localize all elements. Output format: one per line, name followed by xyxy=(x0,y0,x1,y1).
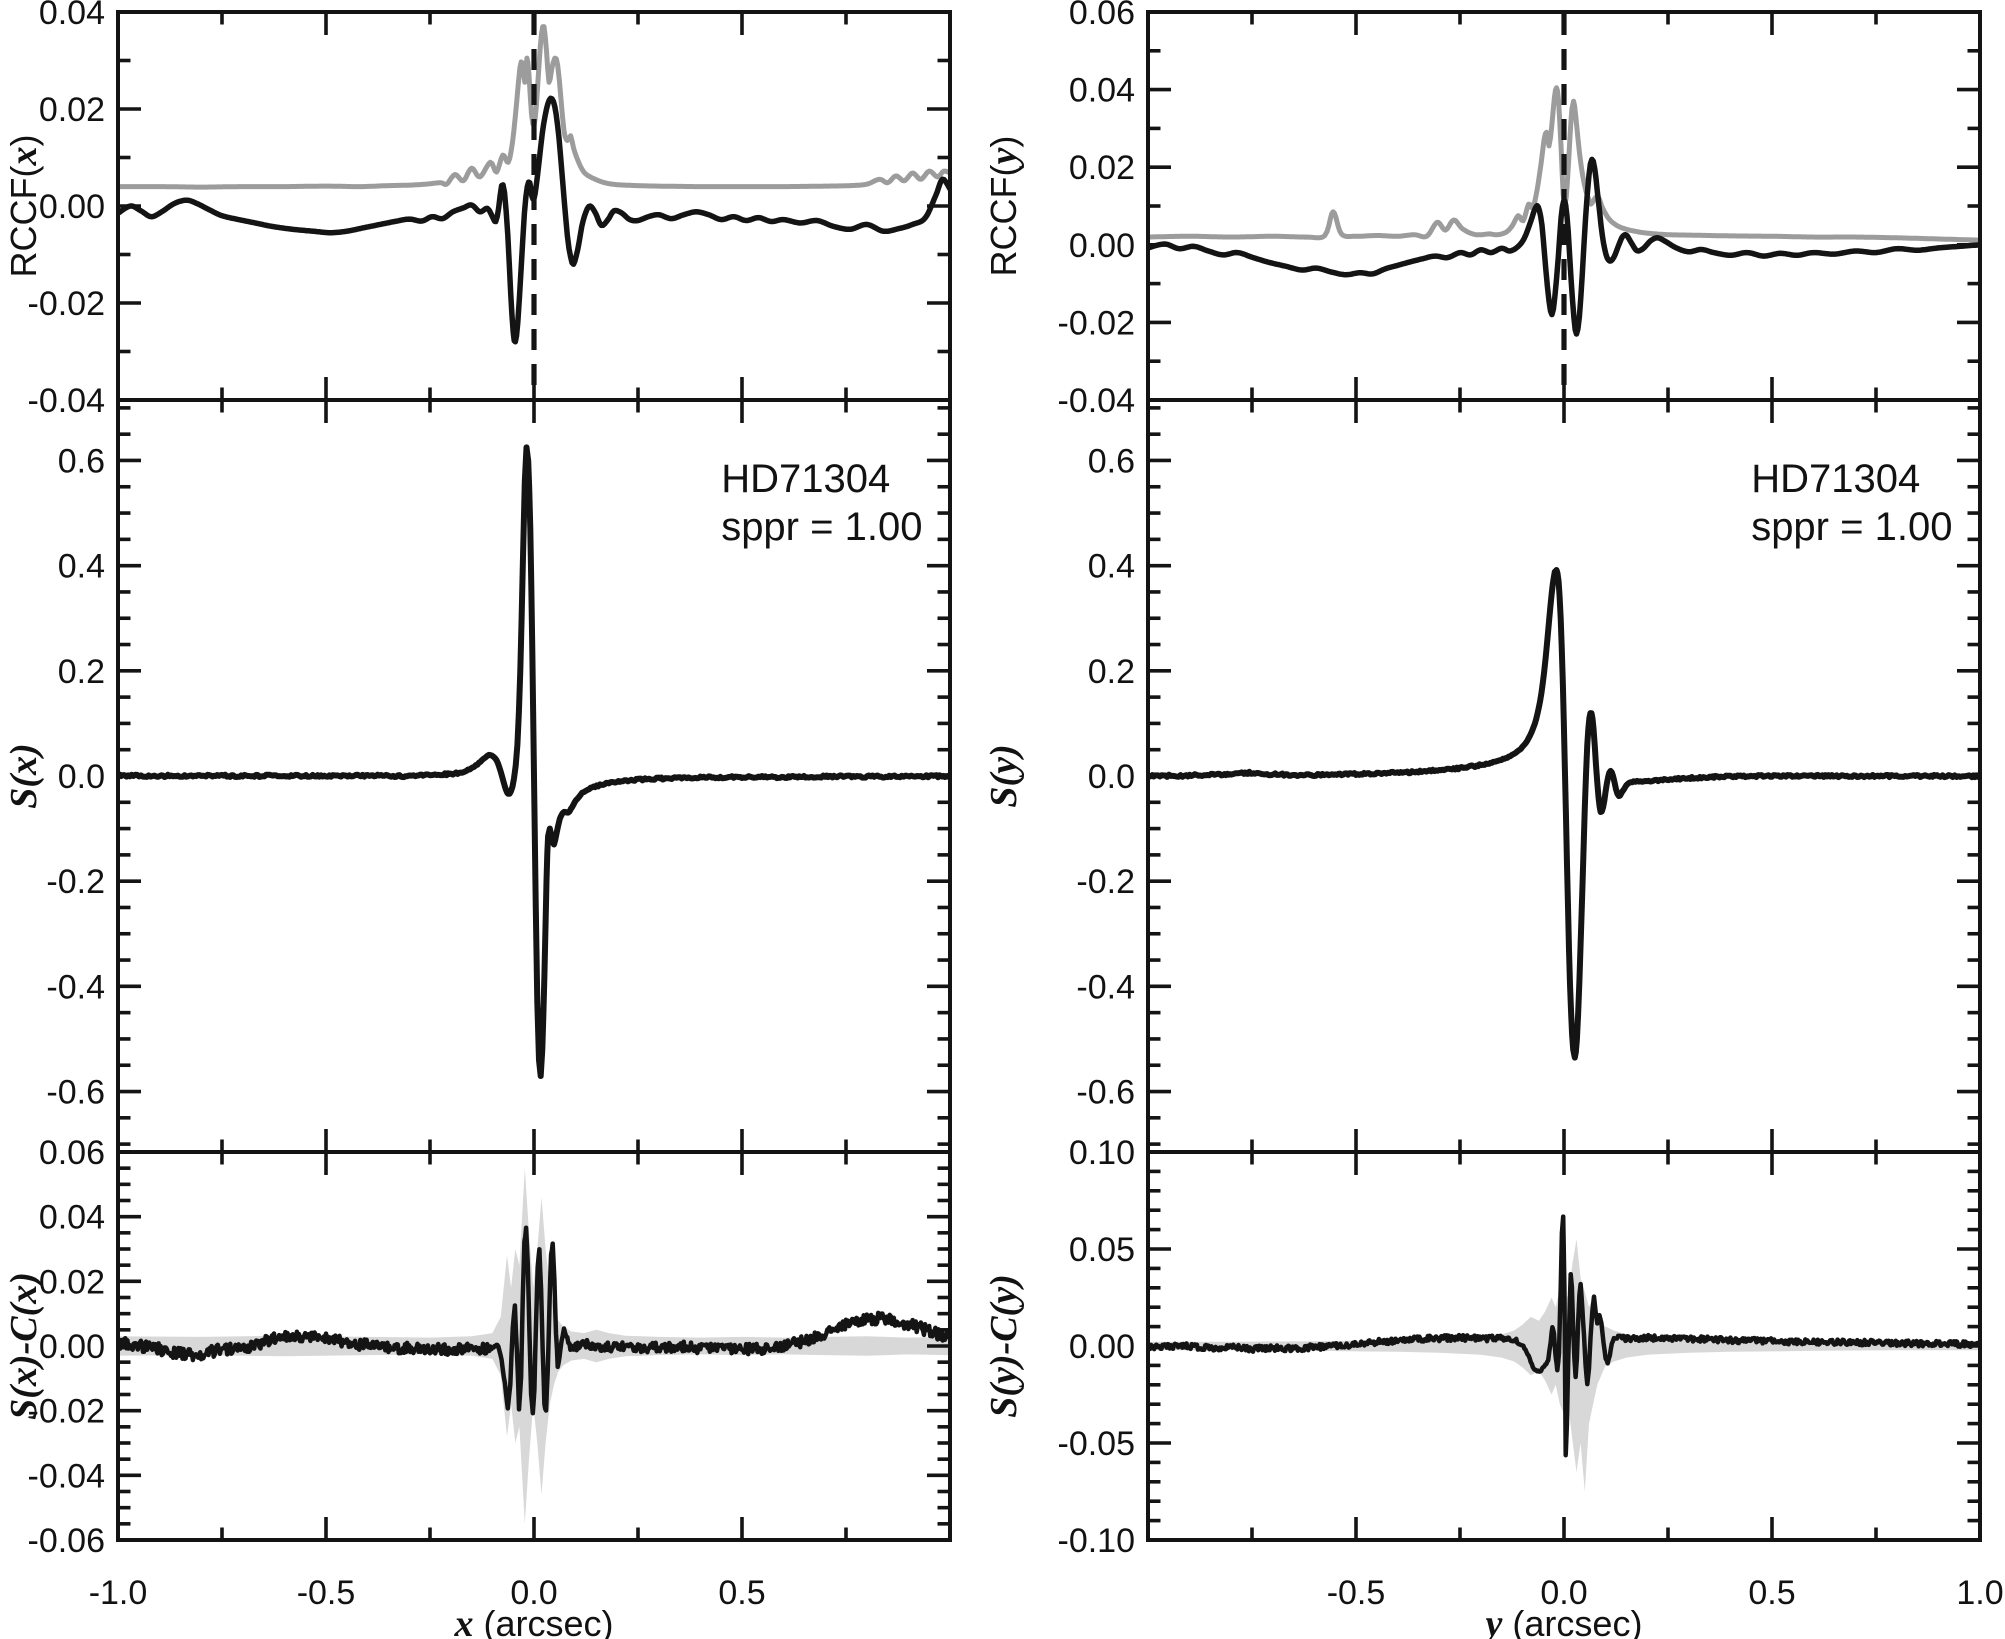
plot-area-rccf-y xyxy=(1150,14,1978,398)
panel-sx-cx: 0.06 0.04 0.02 0.00 -0.02 -0.04 -0.06 -1.0 -0.5 0… xyxy=(3,1134,952,1639)
y-tick-label: 0.00 xyxy=(39,1328,105,1366)
y-tick-label: -0.04 xyxy=(28,382,106,420)
plot-area-sx-cx xyxy=(120,1168,948,1524)
y-tick-label: 0.02 xyxy=(1069,149,1135,187)
plot-area-sy-cy xyxy=(1150,1214,1978,1492)
y-tick-label: 0.00 xyxy=(39,188,105,226)
y-tick-label: 0.6 xyxy=(58,442,105,480)
rccf-x-gray-curve xyxy=(120,24,948,190)
x-tick-label: 0.5 xyxy=(718,1574,765,1612)
sppr-annotation: sppr = 1.00 xyxy=(721,505,922,549)
plot-area-rccf-x xyxy=(120,14,948,398)
x-tick-label: 1.0 xyxy=(1956,1574,2003,1612)
sx-cx-black-curve xyxy=(120,1225,948,1416)
y-tick-label: 0.02 xyxy=(39,91,105,129)
y-axis-label: S(x) xyxy=(3,743,45,808)
x-axis-label: y (arcsec) xyxy=(1482,1603,1643,1639)
y-tick-label: -0.2 xyxy=(46,863,105,901)
y-tick-label: 0.4 xyxy=(1088,548,1135,586)
y-tick-label: 0.2 xyxy=(1088,653,1135,691)
x-axis-label: x (arcsec) xyxy=(453,1603,613,1639)
y-axis-label: RCCF(y) xyxy=(983,136,1025,277)
y-tick-label: -0.05 xyxy=(1058,1425,1136,1463)
y-tick-label: 0.06 xyxy=(39,1134,105,1172)
y-axis-label: S(y)-C(y) xyxy=(983,1274,1025,1417)
x-tick-label: 0.0 xyxy=(1540,1574,1587,1612)
y-tick-label: 0.04 xyxy=(39,0,105,32)
y-tick-label: -0.4 xyxy=(46,968,105,1006)
y-tick-label: 0.04 xyxy=(39,1199,105,1237)
panel-rccf-y: 0.06 0.04 0.02 0.00 -0.02 -0.04 RCCF(y) xyxy=(983,0,1982,420)
x-tick-label: -1.0 xyxy=(89,1574,148,1612)
y-tick-label: 0.00 xyxy=(1069,227,1135,265)
rccf-y-gray-curve xyxy=(1150,85,1978,243)
y-axis-label: S(x)-C(x) xyxy=(3,1272,45,1420)
sppr-annotation: sppr = 1.00 xyxy=(1751,505,1952,549)
y-tick-label: -0.6 xyxy=(1076,1074,1135,1112)
panel-s-y: 0.6 0.4 0.2 0.0 -0.2 -0.4 -0.6 S(y) HD71304sppr … xyxy=(983,398,1982,1154)
y-tick-label: 0.04 xyxy=(1069,72,1135,110)
y-tick-label: -0.02 xyxy=(28,1393,106,1431)
y-tick-label: 0.06 xyxy=(1069,0,1135,32)
s-x-black-curve xyxy=(120,444,948,1079)
tick-marks xyxy=(116,400,952,1152)
y-tick-label: 0.00 xyxy=(1069,1328,1135,1366)
target-name-annotation: HD71304 xyxy=(721,457,890,501)
sy-cy-black-curve xyxy=(1150,1214,1978,1458)
plot-area-s-y xyxy=(1150,567,1978,1061)
y-tick-label: -0.06 xyxy=(28,1522,106,1560)
y-tick-label: -0.2 xyxy=(1076,863,1135,901)
y-tick-label: -0.6 xyxy=(46,1074,105,1112)
y-tick-label: -0.04 xyxy=(1058,382,1136,420)
y-tick-label: -0.4 xyxy=(1076,968,1135,1006)
y-tick-label: 0.02 xyxy=(39,1263,105,1301)
y-tick-label: -0.04 xyxy=(28,1457,106,1495)
plot-area-s-x xyxy=(120,444,948,1079)
x-tick-label: 0.0 xyxy=(510,1574,557,1612)
x-tick-label: -0.5 xyxy=(1327,1574,1386,1612)
tick-marks xyxy=(1146,1150,1982,1542)
y-tick-label: -0.02 xyxy=(28,285,106,323)
y-tick-label: 0.2 xyxy=(58,653,105,691)
tick-marks xyxy=(116,1150,952,1542)
panel-s-x: 0.6 0.4 0.2 0.0 -0.2 -0.4 -0.6 S(x) HD71304sppr … xyxy=(3,398,952,1154)
tick-marks xyxy=(1146,400,1982,1152)
x-tick-label: -0.5 xyxy=(297,1574,356,1612)
y-tick-label: -0.02 xyxy=(1058,304,1136,342)
y-tick-label: 0.05 xyxy=(1069,1231,1135,1269)
y-tick-label: -0.10 xyxy=(1058,1522,1136,1560)
target-name-annotation: HD71304 xyxy=(1751,457,1920,501)
y-axis-label: S(y) xyxy=(983,744,1025,807)
s-y-black-curve xyxy=(1150,567,1978,1061)
x-tick-label: 0.5 xyxy=(1748,1574,1795,1612)
y-tick-label: 0.6 xyxy=(1088,442,1135,480)
y-axis-label: RCCF(x) xyxy=(3,135,45,278)
y-tick-label: 0.0 xyxy=(58,758,105,796)
panel-sy-cy: 0.10 0.05 0.00 -0.05 -0.10 -0.5 0.0 0.5 1.0 S(y)-… xyxy=(983,1134,2004,1639)
y-tick-label: 0.0 xyxy=(1088,758,1135,796)
y-tick-label: 0.4 xyxy=(58,548,105,586)
y-tick-label: 0.10 xyxy=(1069,1134,1135,1172)
panel-rccf-x: 0.04 0.02 0.00 -0.02 -0.04 RCCF(x) xyxy=(3,0,952,420)
